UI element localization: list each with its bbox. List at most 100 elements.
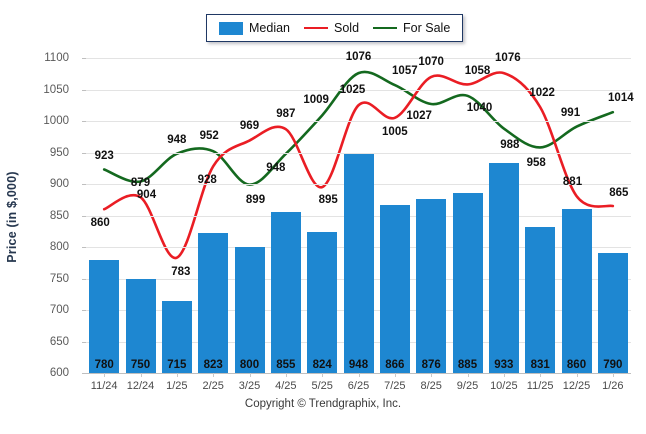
y-tick-label: 1100 xyxy=(44,52,69,64)
point-value-label: 923 xyxy=(94,149,114,162)
y-tick-label: 1000 xyxy=(43,115,69,127)
x-tick-label: 4/25 xyxy=(275,380,297,392)
bar-2-25[interactable] xyxy=(198,232,229,373)
y-tick-mark xyxy=(82,310,86,311)
y-tick-mark xyxy=(82,121,86,122)
bar-value-label: 885 xyxy=(457,359,478,371)
y-tick-label: 750 xyxy=(49,272,69,285)
gridline xyxy=(86,152,631,154)
y-tick-label: 600 xyxy=(49,367,69,379)
bar-12-25[interactable] xyxy=(561,209,592,373)
bar-11-25[interactable] xyxy=(525,227,556,373)
x-tick-mark xyxy=(176,373,178,377)
point-value-label: 904 xyxy=(136,189,157,202)
point-value-label: 1027 xyxy=(406,109,432,122)
point-value-label: 881 xyxy=(562,175,583,188)
y-tick-mark xyxy=(82,89,86,91)
bar-value-label: 948 xyxy=(348,359,369,371)
y-tick-label: 900 xyxy=(49,178,69,190)
bar-value-label: 860 xyxy=(566,359,587,371)
x-tick-mark xyxy=(394,373,396,377)
legend-item-label: Sold xyxy=(334,21,360,35)
point-value-label: 860 xyxy=(90,217,110,230)
y-tick-label: 1050 xyxy=(43,83,69,96)
x-tick-label: 9/25 xyxy=(456,380,479,392)
bar-8-25[interactable] xyxy=(416,199,447,373)
x-tick-label: 2/25 xyxy=(202,380,224,392)
bar-1-26[interactable] xyxy=(597,253,628,373)
x-tick-label: 5/25 xyxy=(311,380,333,392)
gridline xyxy=(86,121,631,122)
bar-value-label: 866 xyxy=(385,359,405,371)
y-tick-label: 700 xyxy=(49,304,69,316)
bar-value-label: 780 xyxy=(94,359,114,371)
y-tick-mark xyxy=(82,58,86,59)
x-tick-label: 6/25 xyxy=(347,380,370,392)
bar-3-25[interactable] xyxy=(234,247,265,373)
point-value-label: 1070 xyxy=(418,55,444,68)
point-value-label: 1022 xyxy=(529,87,555,100)
bar-6-25[interactable] xyxy=(343,153,374,373)
x-tick-label: 10/25 xyxy=(490,380,518,392)
y-tick-label: 800 xyxy=(49,241,69,253)
x-tick-mark xyxy=(540,373,542,377)
legend-item-median[interactable]: Median xyxy=(219,21,290,35)
legend-bar-swatch-icon xyxy=(219,21,243,35)
bar-12-24[interactable] xyxy=(125,278,156,373)
point-value-label: 1005 xyxy=(382,125,408,138)
point-value-label: 987 xyxy=(276,108,296,121)
x-tick-mark xyxy=(358,373,360,377)
bar-5-25[interactable] xyxy=(307,231,338,373)
bar-value-label: 800 xyxy=(239,359,260,371)
gridline xyxy=(86,58,631,59)
point-value-label: 783 xyxy=(171,265,191,278)
bar-9-25[interactable] xyxy=(452,193,483,373)
chart-legend: Median Sold For Sale xyxy=(206,14,464,42)
legend-line-swatch-icon xyxy=(373,27,398,29)
y-tick-mark xyxy=(82,152,86,154)
x-tick-label: 1/26 xyxy=(602,380,624,392)
y-tick-mark xyxy=(82,278,86,280)
point-value-label: 1076 xyxy=(345,51,372,64)
x-tick-mark xyxy=(104,373,106,377)
y-tick-mark xyxy=(82,341,86,343)
legend-item-label: For Sale xyxy=(403,21,451,35)
y-axis-title: Price (in $,000) xyxy=(5,171,19,263)
bar-value-label: 823 xyxy=(203,359,223,371)
point-value-label: 952 xyxy=(199,130,219,143)
bar-10-25[interactable] xyxy=(488,163,519,373)
plot-area: 600 650 700 750 800 850 900 950 1000 1050 1100 780 7… xyxy=(43,51,633,392)
point-value-label: 948 xyxy=(266,161,286,174)
point-value-label: 1040 xyxy=(466,101,493,114)
x-tick-mark xyxy=(140,373,142,377)
legend-item-sold[interactable]: Sold xyxy=(304,21,359,35)
point-value-label: 1009 xyxy=(303,94,329,107)
bar-value-label: 715 xyxy=(167,359,187,371)
bar-value-label: 750 xyxy=(130,359,151,371)
x-tick-label: 11/25 xyxy=(526,380,554,392)
x-tick-label: 11/24 xyxy=(90,380,118,392)
x-tick-label: 12/24 xyxy=(126,380,155,392)
bar-11-24[interactable] xyxy=(89,259,120,373)
bar-7-25[interactable] xyxy=(379,205,410,373)
legend-item-label: Median xyxy=(249,21,290,35)
x-tick-mark xyxy=(285,373,287,377)
x-tick-label: 8/25 xyxy=(420,380,442,392)
y-tick-mark xyxy=(82,247,86,248)
point-value-label: 1057 xyxy=(392,65,418,78)
x-tick-mark xyxy=(322,373,324,377)
bar-value-label: 855 xyxy=(276,359,296,371)
y-tick-label: 850 xyxy=(49,209,69,222)
bar-1-25[interactable] xyxy=(161,300,192,373)
point-value-label: 988 xyxy=(500,138,520,151)
copyright-notice: Copyright © Trendgraphix, Inc. xyxy=(244,398,402,410)
point-value-label: 1025 xyxy=(339,84,366,97)
x-tick-mark xyxy=(503,373,505,377)
point-value-label: 865 xyxy=(609,187,629,200)
x-tick-mark xyxy=(249,373,251,377)
bar-value-label: 933 xyxy=(494,359,514,371)
legend-line-swatch-icon xyxy=(304,27,328,29)
bar-4-25[interactable] xyxy=(270,212,301,373)
legend-item-for-sale[interactable]: For Sale xyxy=(373,21,450,35)
x-tick-mark xyxy=(431,373,433,377)
